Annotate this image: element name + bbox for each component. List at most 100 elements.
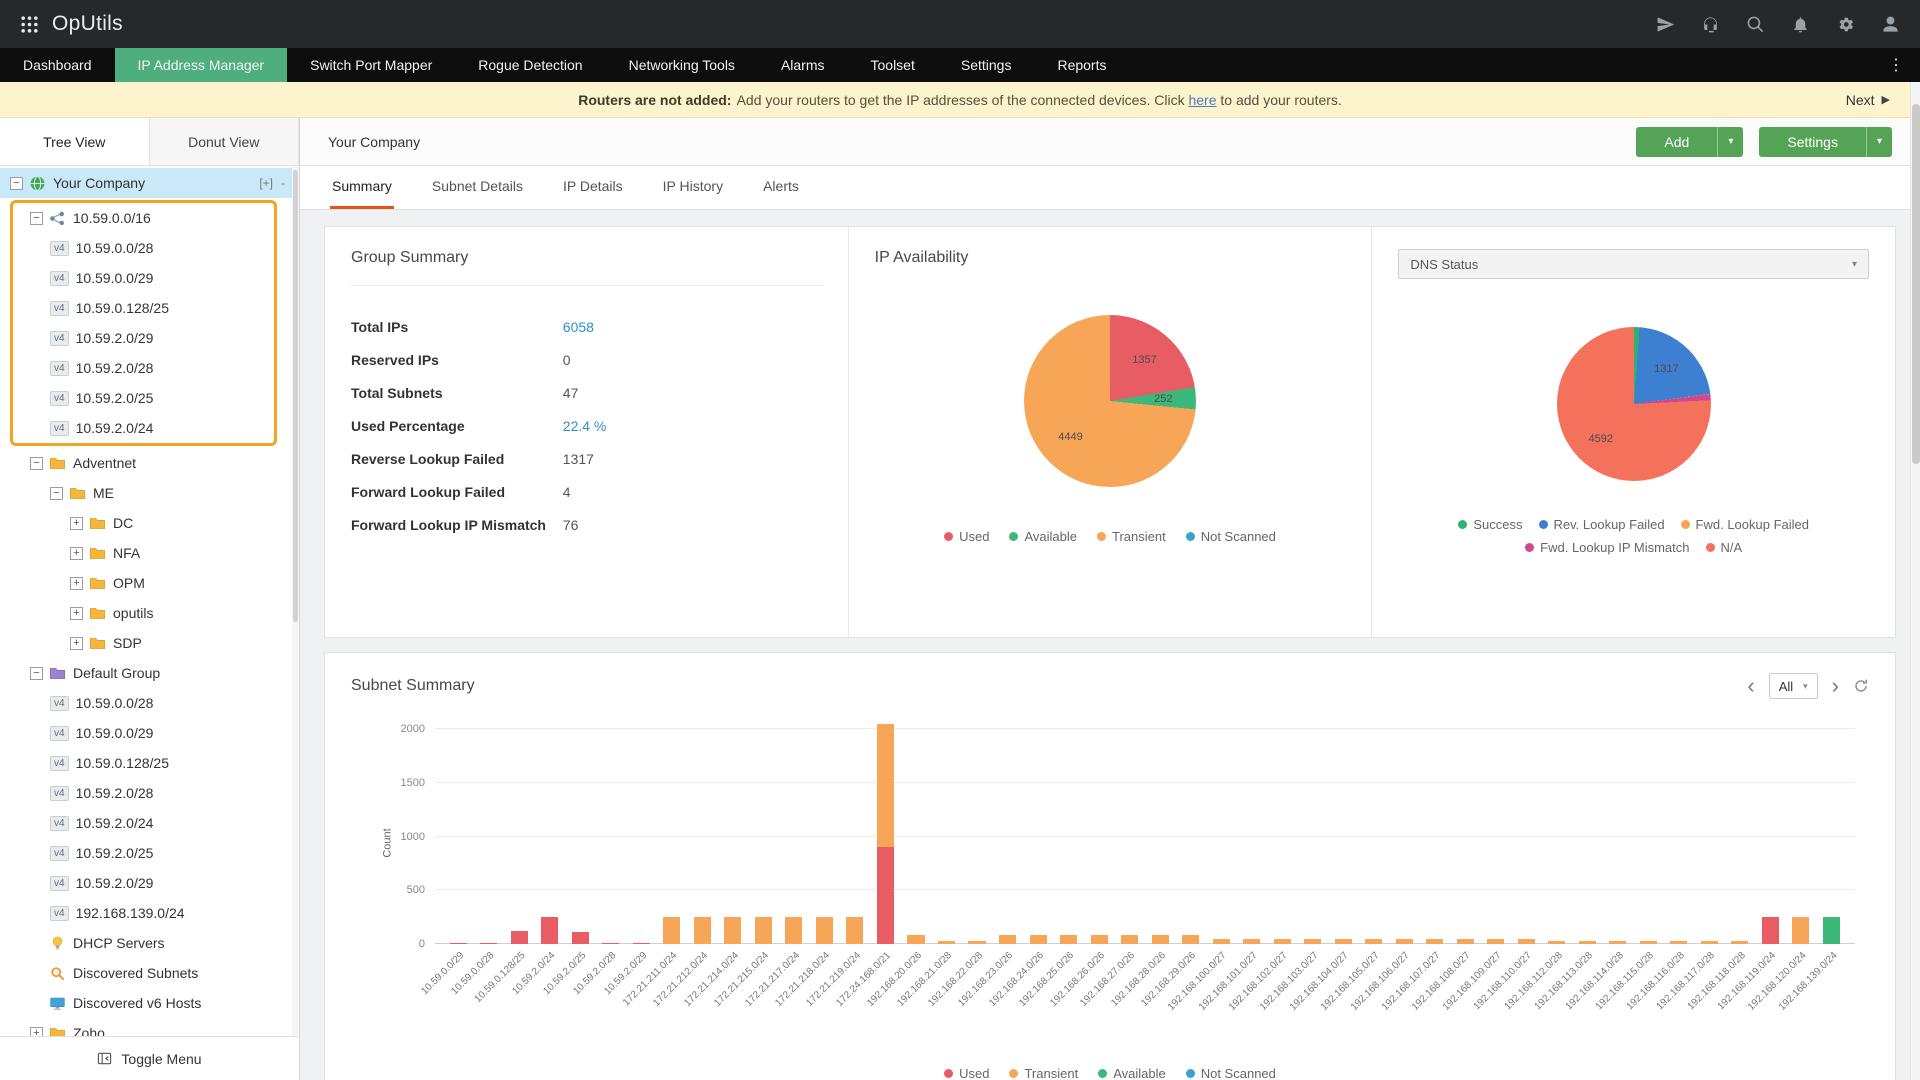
tree-item-default-group[interactable]: − Default Group xyxy=(0,658,299,688)
bar-192-168-117-0-28[interactable] xyxy=(1700,940,1718,944)
page-scrollbar-thumb[interactable] xyxy=(1912,104,1920,464)
legend-item-fwd-lookup-ip-mismatch[interactable]: Fwd. Lookup IP Mismatch xyxy=(1525,540,1690,555)
nav-item-reports[interactable]: Reports xyxy=(1057,57,1107,73)
tree-item-your-company[interactable]: − Your Company [+] - xyxy=(0,168,299,198)
bar-192-168-116-0-28[interactable] xyxy=(1670,940,1688,944)
summary-row-value[interactable]: 6058 xyxy=(562,318,594,335)
user-icon[interactable] xyxy=(1881,15,1900,34)
collapse-all-control[interactable]: - xyxy=(281,176,285,190)
bar-192-168-21-0-28[interactable] xyxy=(937,941,956,944)
legend-item-used[interactable]: Used xyxy=(944,1066,989,1080)
expand-all-control[interactable]: [+] xyxy=(259,176,273,190)
tab-tree-view[interactable]: Tree View xyxy=(0,118,150,165)
tree-item-192-168-139-0-24[interactable]: v4 192.168.139.0/24 xyxy=(0,898,299,928)
sidebar-scrollbar[interactable] xyxy=(292,166,299,1036)
tree-item-discovered-subnets[interactable]: Discovered Subnets xyxy=(0,958,299,988)
expand-toggle-icon[interactable]: + xyxy=(70,576,83,590)
tree-item-nfa[interactable]: + NFA xyxy=(0,538,299,568)
banner-here-link[interactable]: here xyxy=(1188,91,1217,108)
legend-item-success[interactable]: Success xyxy=(1458,517,1523,532)
bar-10-59-0-0-28[interactable] xyxy=(480,942,498,944)
legend-item-transient[interactable]: Transient xyxy=(1097,529,1166,544)
legend-item-not-scanned[interactable]: Not Scanned xyxy=(1185,1066,1276,1080)
bar-10-59-0-128-25[interactable] xyxy=(510,931,528,944)
bar-172-21-212-0-24[interactable] xyxy=(693,917,711,944)
bar-192-168-106-0-27[interactable] xyxy=(1395,938,1413,944)
expand-toggle-icon[interactable]: + xyxy=(30,1026,43,1036)
page-scrollbar[interactable] xyxy=(1910,82,1920,1080)
bar-192-168-107-0-27[interactable] xyxy=(1426,938,1444,944)
bar-192-168-20-0-26[interactable] xyxy=(907,935,925,944)
send-icon[interactable] xyxy=(1656,15,1675,34)
sidebar-scrollbar-thumb[interactable] xyxy=(293,170,298,623)
banner-next-button[interactable]: Next ▶ xyxy=(1846,92,1890,108)
collapse-toggle-icon[interactable]: − xyxy=(30,456,43,470)
bar-192-168-29-0-26[interactable] xyxy=(1182,935,1200,944)
bar-192-168-28-0-26[interactable] xyxy=(1151,935,1169,944)
headset-icon[interactable] xyxy=(1701,15,1720,34)
bar-192-168-23-0-26[interactable] xyxy=(998,935,1017,944)
bar-172-21-215-0-24[interactable] xyxy=(754,917,772,944)
bar-10-59-2-0-24[interactable] xyxy=(541,917,559,944)
bar-10-59-2-0-29[interactable] xyxy=(632,942,650,944)
settings-button[interactable]: Settings ▾ xyxy=(1759,126,1892,157)
tree-item-zoho[interactable]: + Zoho xyxy=(0,1018,299,1036)
bar-192-168-113-0-28[interactable] xyxy=(1578,940,1596,944)
tree-item-10-59-0-128-25[interactable]: v4 10.59.0.128/25 xyxy=(13,293,274,323)
tab-summary[interactable]: Summary xyxy=(330,178,394,209)
collapse-toggle-icon[interactable]: − xyxy=(30,211,43,225)
tree-item-10-59-0-0-28[interactable]: v4 10.59.0.0/28 xyxy=(13,233,274,263)
legend-item-fwd-lookup-failed[interactable]: Fwd. Lookup Failed xyxy=(1680,517,1809,532)
expand-toggle-icon[interactable]: + xyxy=(70,606,83,620)
bar-192-168-120-0-24[interactable] xyxy=(1792,917,1810,944)
bar-192-168-22-0-28[interactable] xyxy=(968,941,986,944)
bar-192-168-109-0-27[interactable] xyxy=(1487,938,1505,944)
bar-10-59-0-0-29[interactable] xyxy=(449,942,467,944)
nav-item-dashboard[interactable]: Dashboard xyxy=(23,57,92,73)
tab-donut-view[interactable]: Donut View xyxy=(149,118,299,165)
ip-availability-pie[interactable]: 1357 252 4449 xyxy=(1024,315,1196,487)
bar-192-168-112-0-28[interactable] xyxy=(1548,940,1566,944)
bar-10-59-2-0-28[interactable] xyxy=(602,942,620,944)
bar-192-168-24-0-26[interactable] xyxy=(1029,935,1047,944)
search-icon[interactable] xyxy=(1746,15,1765,34)
nav-item-switch-port-mapper[interactable]: Switch Port Mapper xyxy=(310,57,433,73)
tree-item-10-59-2-0-24[interactable]: v4 10.59.2.0/24 xyxy=(13,413,274,443)
collapse-toggle-icon[interactable]: − xyxy=(10,176,23,190)
bar-192-168-27-0-26[interactable] xyxy=(1121,935,1139,944)
settings-dropdown-caret-icon[interactable]: ▾ xyxy=(1865,126,1892,157)
legend-item-rev-lookup-failed[interactable]: Rev. Lookup Failed xyxy=(1538,517,1665,532)
bar-192-168-110-0-27[interactable] xyxy=(1517,938,1535,944)
legend-item-not-scanned[interactable]: Not Scanned xyxy=(1185,529,1276,544)
summary-row-value[interactable]: 22.4 % xyxy=(562,417,607,434)
gear-icon[interactable] xyxy=(1836,15,1855,34)
collapse-toggle-icon[interactable]: − xyxy=(50,486,63,500)
tree-item-10-59-0-0-16[interactable]: − 10.59.0.0/16 xyxy=(13,203,274,233)
legend-item-transient[interactable]: Transient xyxy=(1009,1066,1078,1080)
tree-item-10-59-0-0-28[interactable]: v4 10.59.0.0/28 xyxy=(0,688,299,718)
bar-192-168-115-0-28[interactable] xyxy=(1639,940,1657,944)
collapse-toggle-icon[interactable]: − xyxy=(30,666,43,680)
bar-172-21-217-0-24[interactable] xyxy=(785,917,803,944)
legend-item-available[interactable]: Available xyxy=(1098,1066,1166,1080)
bar-192-168-119-0-24[interactable] xyxy=(1761,917,1779,944)
expand-toggle-icon[interactable]: + xyxy=(70,636,83,650)
tree-item-10-59-2-0-28[interactable]: v4 10.59.2.0/28 xyxy=(0,778,299,808)
tab-subnet-details[interactable]: Subnet Details xyxy=(431,178,523,194)
add-button[interactable]: Add ▾ xyxy=(1636,126,1744,157)
bar-192-168-105-0-27[interactable] xyxy=(1365,938,1383,944)
tree-item-10-59-2-0-28[interactable]: v4 10.59.2.0/28 xyxy=(13,353,274,383)
app-grid-icon[interactable] xyxy=(20,14,40,34)
tree-item-10-59-2-0-24[interactable]: v4 10.59.2.0/24 xyxy=(0,808,299,838)
tree-item-10-59-2-0-29[interactable]: v4 10.59.2.0/29 xyxy=(0,868,299,898)
expand-toggle-icon[interactable]: + xyxy=(70,546,83,560)
bar-172-21-214-0-24[interactable] xyxy=(724,917,742,944)
tree-item-10-59-0-0-29[interactable]: v4 10.59.0.0/29 xyxy=(13,263,274,293)
tab-ip-history[interactable]: IP History xyxy=(662,178,724,194)
nav-item-settings[interactable]: Settings xyxy=(960,57,1012,73)
tree-item-10-59-0-0-29[interactable]: v4 10.59.0.0/29 xyxy=(0,718,299,748)
nav-item-toolset[interactable]: Toolset xyxy=(870,57,915,73)
bar-172-24-168-0-21[interactable] xyxy=(876,723,894,944)
bar-192-168-114-0-28[interactable] xyxy=(1609,940,1627,944)
bar-192-168-100-0-27[interactable] xyxy=(1212,938,1230,944)
